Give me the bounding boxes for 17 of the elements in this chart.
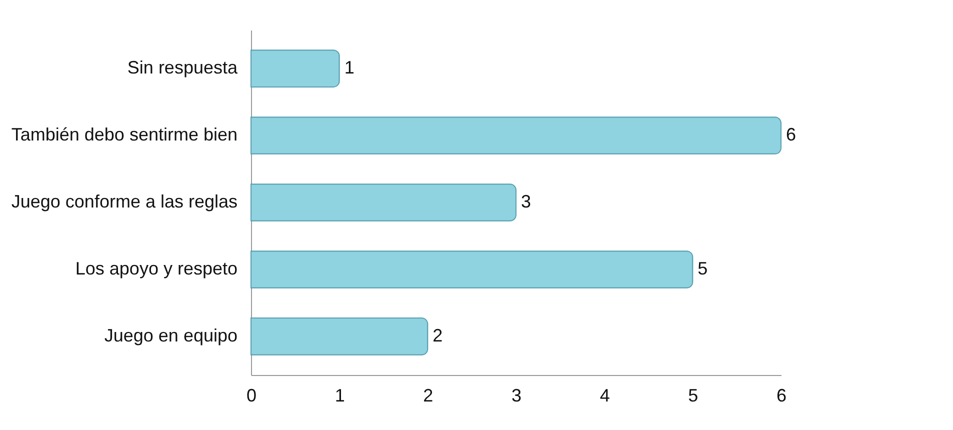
x-tick-label: 2 <box>423 386 434 406</box>
x-tick-label: 0 <box>246 386 257 406</box>
y-tick-label: Juego conforme a las reglas <box>11 192 238 212</box>
y-tick-label: Juego en equipo <box>104 325 238 346</box>
data-label: 5 <box>698 258 708 278</box>
x-tick-label: 1 <box>334 386 345 406</box>
x-tick-label: 6 <box>776 386 787 406</box>
x-tick-label: 4 <box>600 386 610 406</box>
data-label: 1 <box>344 58 354 78</box>
x-tick-label: 5 <box>688 386 698 406</box>
data-label: 3 <box>521 192 532 212</box>
x-tick-label: 3 <box>511 386 522 406</box>
data-label: 6 <box>786 124 796 145</box>
data-label: 2 <box>432 325 443 346</box>
y-tick-label: También debo sentirme bien <box>11 124 238 145</box>
y-tick-label: Sin respuesta <box>127 58 238 78</box>
y-tick-label: Los apoyo y respeto <box>75 258 238 278</box>
